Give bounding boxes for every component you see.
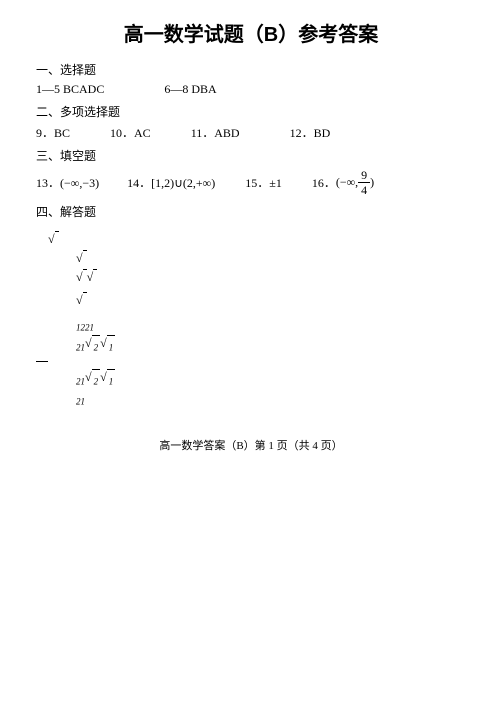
section-2-header: 二、多项选择题 [36,103,466,120]
document-title: 高一数学试题（B）参考答案 [36,18,466,47]
answer-1-5: 1—5 BCADC [36,82,104,97]
answer-9: 9．BC [36,124,70,141]
q17-2-line4 [36,359,466,364]
answer-13: 13．(−∞,−3) [36,174,99,191]
answer-16: 16． (−∞, 94 ) [312,168,374,197]
q17-1-line1: √ [48,232,466,247]
section-4-header: 四、解答题 [36,203,466,220]
q17-2-line3: 21√2√1 [76,336,466,352]
section-1-answers: 1—5 BCADC 6—8 DBA [36,82,466,97]
q17-2-line5: 21√2√1 [76,370,466,386]
q17-2-line6: 21 [76,390,466,406]
q17-1-line3: √ √ [76,270,466,285]
page-container: 高一数学试题（B）参考答案 一、选择题 1—5 BCADC 6—8 DBA 二、… [0,0,502,463]
page-footer: 高一数学答案（B）第 1 页（共 4 页） [36,437,466,453]
section-3-header: 三、填空题 [36,147,466,164]
answer-15: 15．±1 [245,174,282,191]
q17-1-line2: √ [76,251,466,266]
answer-11: 11．ABD [191,124,240,141]
answer-6-8: 6—8 DBA [164,82,216,97]
q17-1-line5: √ [76,293,466,308]
section-3-answers: 13．(−∞,−3) 14．[1,2)∪(2,+∞) 15．±1 16． (−∞… [36,168,466,197]
section-1-header: 一、选择题 [36,61,466,78]
section-2-answers: 9．BC 10．AC 11．ABD 12．BD [36,124,466,141]
answer-14: 14．[1,2)∪(2,+∞) [127,174,215,191]
answer-12: 12．BD [290,124,331,141]
q17-2-line2: 1221 [76,316,466,332]
answer-10: 10．AC [110,124,151,141]
